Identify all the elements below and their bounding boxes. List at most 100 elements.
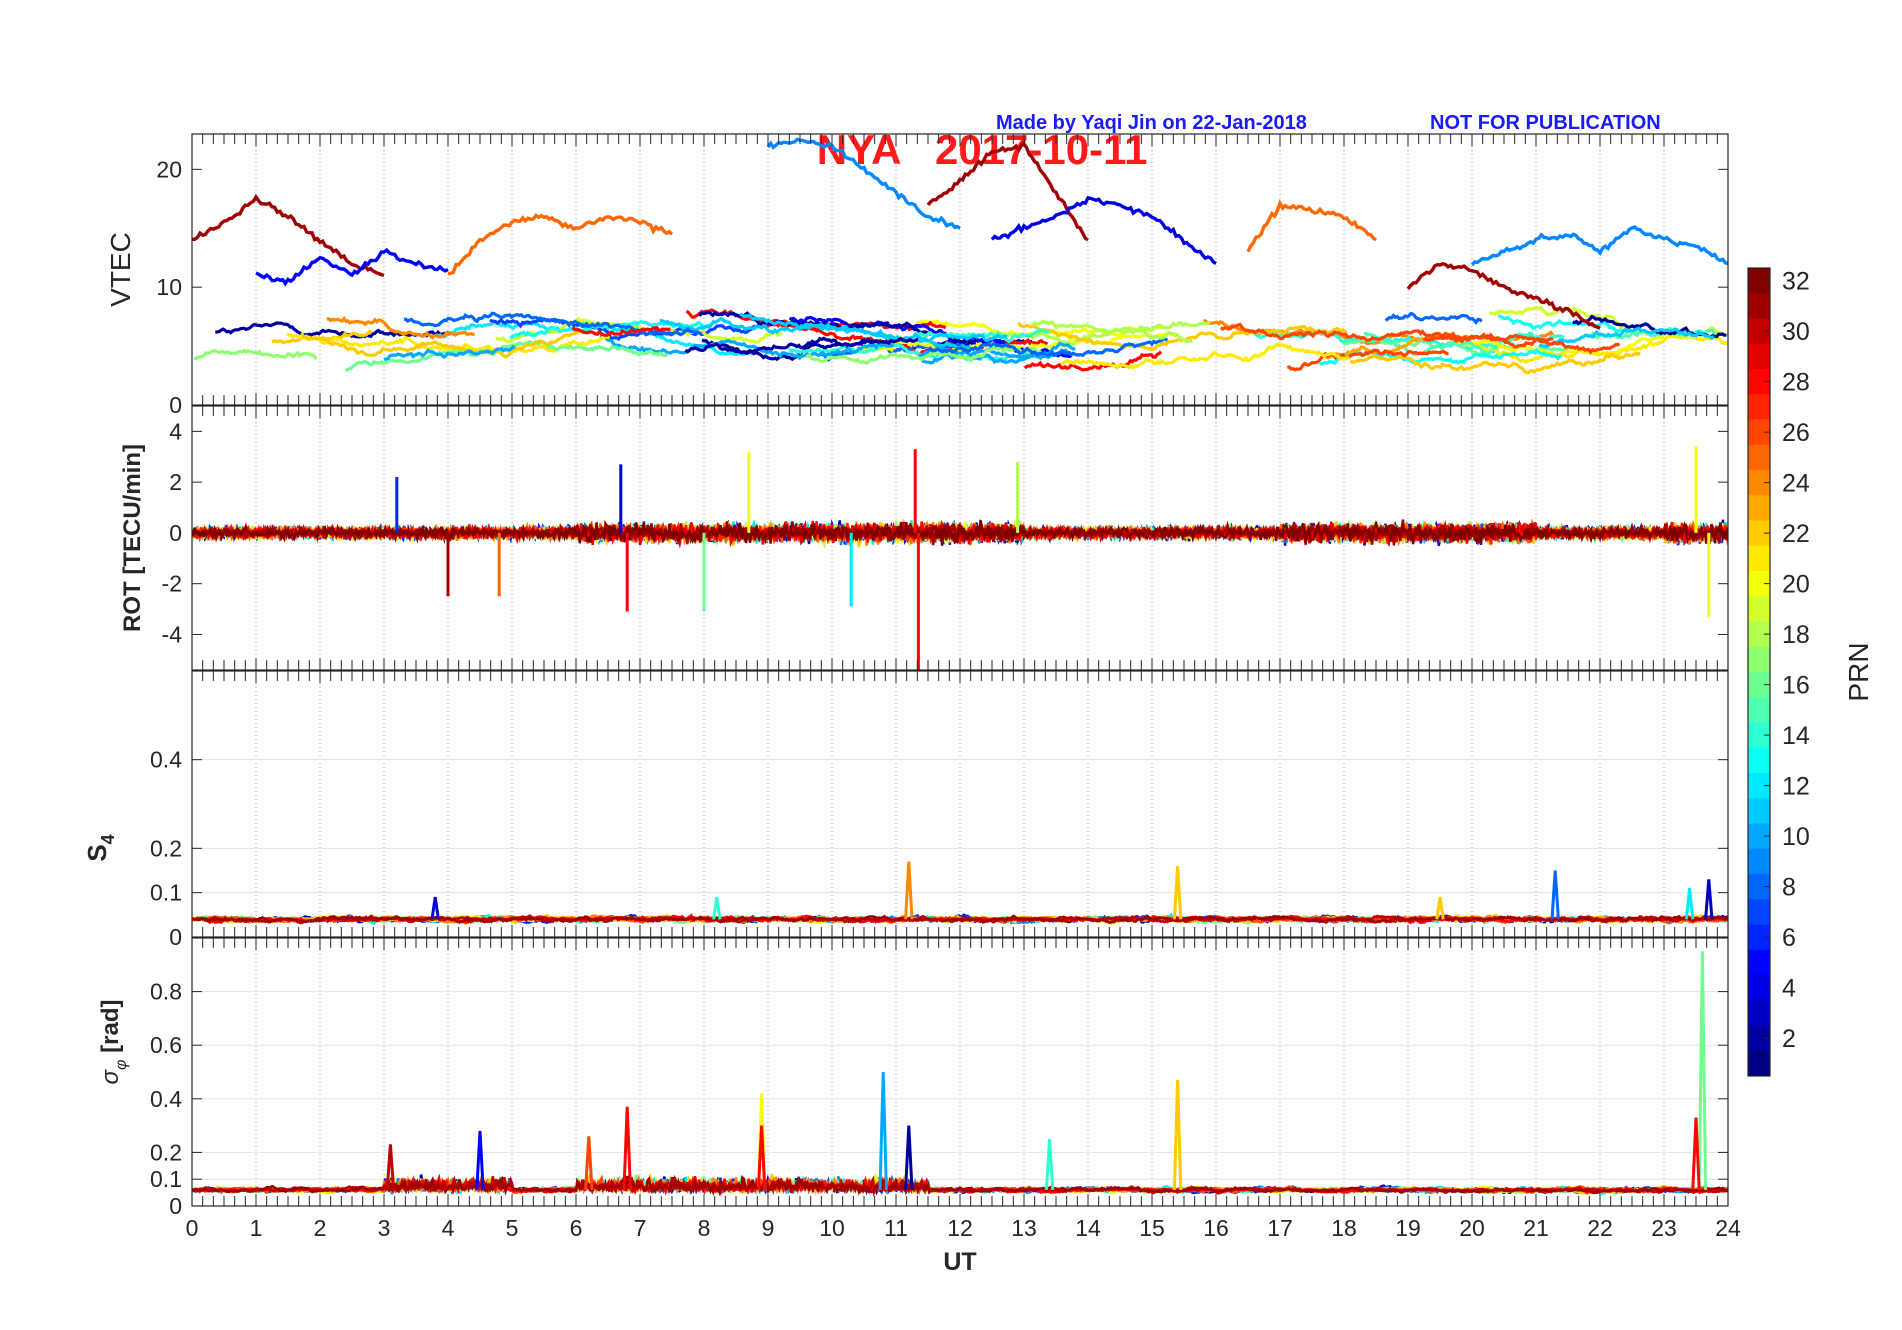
panel-s4: 0 0.1 0.2 0.4 S4: [82, 670, 1729, 950]
colorbar-tick-label: 20: [1782, 571, 1810, 599]
vtec-arc-prn-5: [255, 247, 449, 287]
colorbar-tick-label: 10: [1782, 823, 1810, 851]
x-tick-label: 1: [250, 1215, 263, 1241]
vtec-arc: [403, 311, 703, 337]
colorbar-tick-label: 22: [1782, 520, 1810, 548]
x-tick-label: 15: [1139, 1215, 1165, 1241]
x-tick-label: 16: [1203, 1215, 1229, 1241]
vtec-arc: [1488, 305, 1728, 340]
x-tick-label: 21: [1523, 1215, 1549, 1241]
vtec-arc: [1538, 326, 1715, 349]
colorbar-tick-label: 2: [1782, 1025, 1796, 1053]
sigma-spike: [475, 1130, 485, 1190]
s4-spike: [1172, 866, 1183, 920]
sigma-spike: [878, 1071, 888, 1190]
x-tick-label: 0: [186, 1215, 199, 1241]
colorbar-tick-label: 24: [1782, 470, 1810, 498]
colorbar-swatch: [1748, 293, 1770, 319]
colorbar-swatch: [1748, 672, 1770, 698]
vtec-arc: [489, 317, 770, 342]
sigma-spike: [1691, 1117, 1701, 1190]
y-tick-label: 0: [169, 924, 182, 950]
y-tick-label: 0.2: [150, 1139, 182, 1165]
vtec-arc: [301, 328, 585, 359]
vtec-arc: [1454, 332, 1683, 357]
vtec-arc-prn-4: [990, 195, 1217, 266]
colorbar-swatch: [1748, 798, 1770, 824]
vtec-arc: [1497, 314, 1636, 335]
colorbar-tick-label: 28: [1782, 369, 1810, 397]
y-axis-label: S4: [82, 834, 118, 861]
x-tick-label: 13: [1011, 1215, 1037, 1241]
vtec-arc: [215, 321, 451, 339]
colorbar-tick-label: 18: [1782, 621, 1810, 649]
x-tick-label: 18: [1331, 1215, 1357, 1241]
panel-sigma_phi: 00.10.20.40.60.8σφ [rad]0 1 2 3 4 5 6 7 8 9 10 11 12…: [97, 937, 1741, 1276]
x-tick-label: 11: [884, 1215, 908, 1241]
credit-text: Made by Yaqi Jin on 22-Jan-2018: [996, 112, 1307, 134]
colorbar-swatch: [1748, 899, 1770, 925]
y-tick-label: 20: [156, 156, 182, 182]
colorbar-tick-label: 30: [1782, 318, 1810, 346]
colorbar-swatch: [1748, 369, 1770, 395]
colorbar-swatch: [1748, 520, 1770, 547]
vtec-arc: [571, 326, 671, 337]
x-tick-label: 4: [442, 1215, 455, 1241]
panel-vtec: 0 10 20 VTEC: [105, 133, 1729, 418]
y-tick-label: 0.1: [150, 1166, 182, 1192]
x-tick-label: 23: [1651, 1215, 1677, 1241]
sigma-spike: [1044, 1138, 1055, 1190]
colorbar-swatch: [1748, 697, 1770, 723]
y-tick-label: 0.6: [150, 1032, 182, 1058]
sigma-spike: [1697, 951, 1708, 1190]
vtec-arc: [1384, 311, 1483, 326]
x-axis-label: UT: [943, 1248, 976, 1276]
vtec-arc-prn-9: [766, 137, 961, 230]
vtec-arc-prn-25: [447, 213, 674, 276]
y-tick-label: -2: [162, 571, 182, 597]
sigma-series-prn-31: [192, 1175, 1728, 1197]
colorbar-swatch: [1748, 419, 1770, 446]
y-axis-label: σφ [rad]: [97, 1000, 130, 1085]
x-tick-label: 19: [1395, 1215, 1421, 1241]
colorbar-label: PRN: [1843, 642, 1874, 701]
colorbar-tick-label: 8: [1782, 874, 1796, 902]
colorbar-tick-label: 12: [1782, 773, 1810, 801]
s4-spike: [712, 896, 722, 920]
s4-spike: [430, 896, 440, 920]
vtec-arc: [659, 316, 1008, 343]
vtec-arc-prn-31: [926, 141, 1089, 242]
sigma-spike: [1172, 1079, 1183, 1190]
s4-spike: [904, 861, 914, 920]
colorbar-tick-label: 4: [1782, 975, 1796, 1003]
s4-spike: [1550, 870, 1560, 920]
y-tick-label: 2: [169, 469, 182, 495]
vtec-arc: [995, 320, 1211, 347]
colorbar-swatch: [1748, 394, 1770, 420]
s4-spike: [1704, 879, 1714, 920]
vtec-arc-prn-25: [1246, 199, 1378, 253]
s4-series-prn-31: [192, 914, 1728, 925]
colorbar-swatch: [1748, 318, 1770, 345]
colorbar-tick-label: 32: [1782, 268, 1810, 296]
x-tick-label: 22: [1587, 1215, 1613, 1241]
sigma-spike: [622, 1106, 632, 1190]
colorbar-swatch: [1748, 343, 1770, 370]
vtec-arc-prn-9: [1470, 225, 1728, 267]
x-tick-label: 2: [314, 1215, 327, 1241]
vtec-arc: [1060, 342, 1350, 370]
panel-rot: -4 -2 0 2 4 ROT [TECU/min]: [119, 405, 1729, 671]
vtec-arc: [326, 315, 476, 340]
x-tick-label: 7: [634, 1215, 647, 1241]
y-tick-label: 0.4: [150, 1086, 182, 1112]
colorbar-swatch: [1748, 975, 1770, 1001]
colorbar-tick-label: 14: [1782, 722, 1810, 750]
y-tick-label: 0.8: [150, 979, 182, 1005]
y-tick-label: 0.1: [150, 880, 182, 906]
vtec-arc: [383, 344, 516, 362]
vtec-arc: [1030, 319, 1193, 344]
colorbar-tick-label: 26: [1782, 419, 1810, 447]
